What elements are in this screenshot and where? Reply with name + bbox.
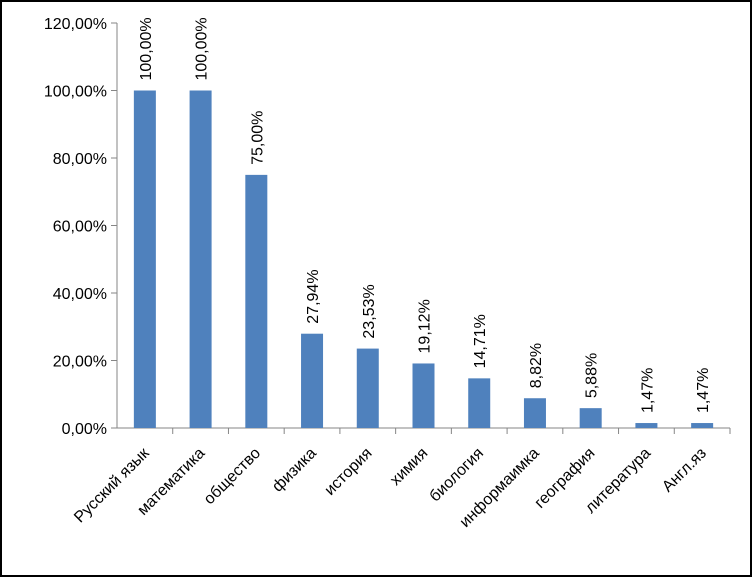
data-label: 27,94%	[305, 269, 322, 323]
data-label: 100,00%	[138, 17, 155, 80]
y-tick-label: 60,00%	[53, 219, 107, 236]
bar	[468, 378, 491, 428]
bars	[133, 90, 714, 428]
bar	[635, 423, 658, 428]
y-tick-label: 80,00%	[53, 151, 107, 168]
data-label: 100,00%	[194, 17, 211, 80]
bar	[691, 423, 714, 428]
bar	[412, 363, 435, 428]
bar	[133, 90, 156, 428]
data-label: 1,47%	[639, 368, 656, 413]
y-tick-label: 20,00%	[53, 354, 107, 371]
bar	[523, 398, 546, 428]
bar	[245, 174, 268, 428]
data-label: 23,53%	[361, 284, 378, 338]
bar	[579, 408, 602, 428]
y-axis: 0,00% 20,00% 40,00% 60,00% 80,00% 100,00% 120,…	[44, 16, 118, 438]
data-label: 1,47%	[695, 368, 712, 413]
data-label: 14,71%	[472, 314, 489, 368]
y-tick-label: 120,00%	[44, 16, 107, 33]
bar	[189, 90, 212, 428]
bar	[301, 333, 324, 428]
data-label: 19,12%	[417, 299, 434, 353]
y-tick-label: 0,00%	[62, 421, 107, 438]
data-labels: 100,00% 100,00% 75,00% 27,94% 23,53% 19,12% 14…	[138, 17, 712, 413]
y-tick-label: 100,00%	[44, 84, 107, 101]
data-label: 5,88%	[584, 353, 601, 398]
data-label: 75,00%	[249, 111, 266, 165]
bar	[356, 348, 379, 428]
data-label: 8,82%	[528, 343, 545, 388]
y-tick-label: 40,00%	[53, 286, 107, 303]
